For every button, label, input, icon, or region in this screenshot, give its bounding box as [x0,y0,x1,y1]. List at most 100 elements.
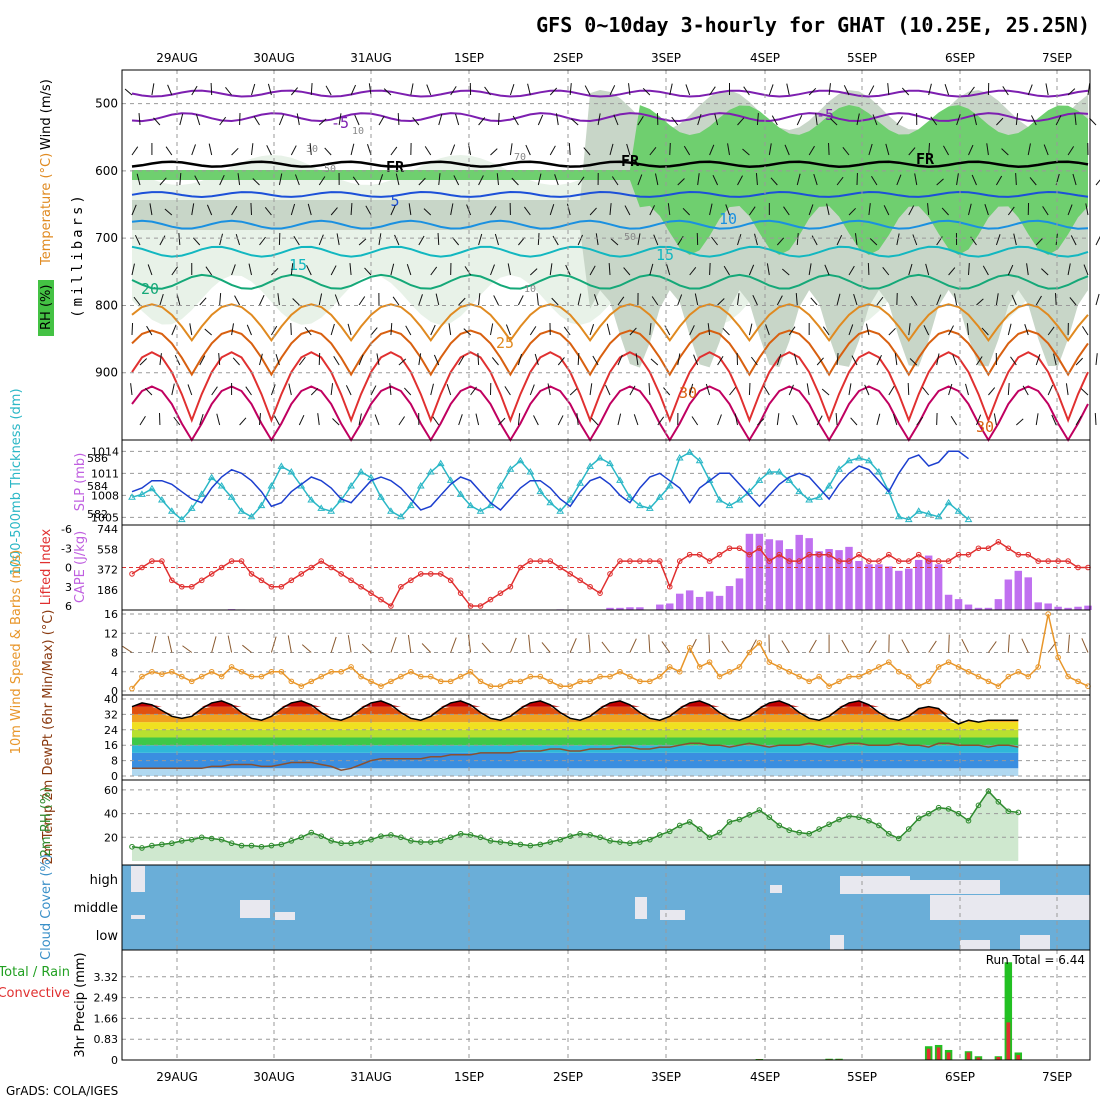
wind-barb [568,143,571,156]
rh-series-point [238,842,245,849]
rh-series-point [806,830,812,837]
wind-barb [225,86,232,96]
wind-barb [189,323,193,336]
wind-barb [1055,115,1062,126]
wind-barb [248,263,252,276]
rh-tick: 20 [104,831,118,844]
thickness-series-point [396,512,405,520]
lifted-index-series-point [836,558,842,564]
thickness-series-point [715,496,724,503]
wind-barb [770,177,778,186]
precip-convective-bar [946,1052,951,1060]
wind-barb [259,413,261,426]
lifted-index-series-point [975,545,982,552]
wind-barb [330,383,334,396]
isotherm-35 [131,385,1089,442]
rh-series-point [318,833,325,839]
wind-barb [788,384,794,396]
lifted-index-series-point [1075,564,1081,571]
wind-barb [330,265,337,276]
wind-barb [843,85,850,96]
wind-barb [757,418,765,426]
slp-tick: 1014 [91,445,119,458]
wind-barb [930,116,938,126]
wind-barb [438,173,441,186]
surface-wind-barb [468,634,472,653]
surface-wind-barb [588,634,591,653]
wind-barb [566,203,571,216]
cape-tick: 372 [97,564,118,577]
isotherm-label: 20 [141,280,159,298]
thickness-series-point [257,501,266,509]
lifted-index-series-point [1045,558,1051,564]
wind-barb [271,267,279,276]
rh-series-point [208,835,215,842]
wind-barb [529,384,535,396]
wind-barb [370,327,378,336]
lifted-index-series-point [398,583,404,590]
wind-speed-series-point [447,678,454,685]
wind-barb [776,237,785,246]
wind-barb [691,416,699,426]
wind-barb [682,207,691,216]
rh-series-point [975,802,982,809]
wind-barb [511,177,519,186]
wind-barb [717,355,724,366]
wind-barb [806,383,810,396]
wind-barb [307,203,312,216]
wind-barb [667,203,671,216]
thickness-series-point [566,496,575,503]
cape-bar [636,607,644,610]
wind-barb [1095,179,1100,186]
lifted-index-series-point [607,571,613,577]
wind-barb [717,298,725,306]
thickness-series-point [267,482,276,489]
thickness-series-point [835,465,843,472]
rh-series-point [188,836,195,843]
wind-speed-series-point [975,673,982,680]
wind-barb [876,413,881,426]
wind-speed-series-point [139,673,145,680]
lifted-index-series-point [159,558,165,564]
wind-barb [219,174,225,186]
wind-speed-series-point [1055,654,1061,661]
wind-barb [277,293,280,306]
lifted-index-series-point [298,571,305,577]
rh-series-point [547,839,554,845]
cloud-level-label: middle [74,901,118,916]
rh-series-point [965,817,972,824]
wind-barb [851,355,858,366]
wind-barb [278,173,283,186]
precip-convective-bar [926,1048,931,1060]
wind-barb [534,353,539,366]
date-label-top: 7SEP [1042,51,1072,65]
wind-barb [450,86,457,96]
wind-barb [776,413,780,426]
wind-barb [131,146,139,156]
pressure-tick: 800 [95,298,118,312]
rh-series-point [666,828,673,835]
wind-barb [867,263,870,276]
wind-barb [376,353,380,366]
wind-barb [549,204,555,216]
wind-barb [624,205,631,216]
wind-barb [943,145,950,156]
wind-barb [709,144,715,156]
surface-wind-barb [407,634,412,653]
rh-series-point [537,841,544,848]
wind-barb [609,85,616,96]
wind-barb [649,146,657,156]
rh-series-point [796,829,803,836]
wind-barb [518,237,526,246]
lifted-index-series-point [527,558,534,564]
wind-barb [452,237,460,246]
rh-series-point [517,841,524,848]
thickness-series-point [924,510,933,517]
wind-barb [173,416,181,426]
wind-speed-series-point [517,678,524,685]
wind-barb [754,233,758,246]
wind-barb [729,386,737,396]
wind-barb [766,263,770,276]
wind-speed-series-point [159,671,165,677]
precip-convective-bar [976,1057,981,1060]
